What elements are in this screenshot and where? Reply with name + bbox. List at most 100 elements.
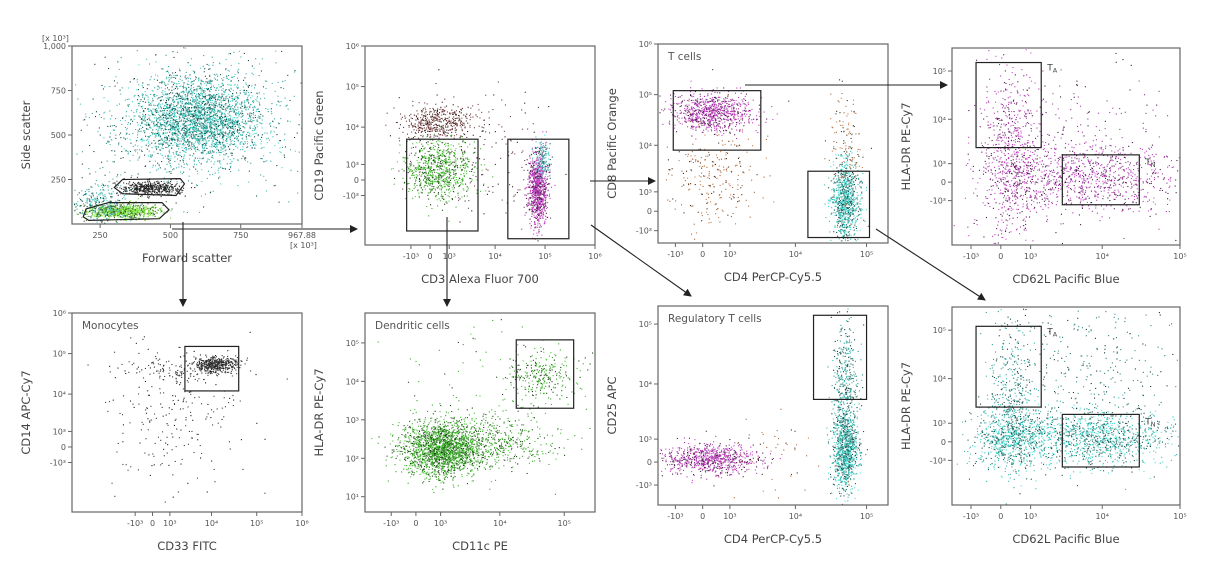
data-point [138,84,139,85]
data-point [120,209,121,210]
data-point [142,85,143,86]
data-point [213,94,214,95]
data-point [443,128,444,129]
data-point [149,124,150,125]
data-point [227,128,228,129]
data-point [198,143,199,144]
data-point [119,134,120,135]
data-point [207,83,208,84]
data-point [235,74,236,75]
data-point [162,139,163,140]
data-point [443,127,444,128]
data-point [223,144,224,145]
data-point [117,174,118,175]
data-point [196,107,197,108]
data-point [160,167,161,168]
data-point [104,217,105,218]
data-point [277,96,278,97]
data-point [205,109,206,110]
data-point [174,106,175,107]
data-point [212,57,213,58]
data-point [224,119,225,120]
data-point [178,122,179,123]
data-point [221,116,222,117]
data-point [172,184,173,185]
data-point [160,143,161,144]
data-point [408,137,409,138]
data-point [137,212,138,213]
data-point [230,138,231,139]
data-point [234,106,235,107]
data-point [126,134,127,135]
data-point [99,194,100,195]
data-point [197,138,198,139]
data-point [183,127,184,128]
data-point [259,75,260,76]
data-point [196,117,197,118]
data-point [252,66,253,67]
data-point [187,144,188,145]
plot-frame [72,46,302,224]
data-point [164,105,165,106]
data-point [186,142,187,143]
data-point [198,136,199,137]
data-point [153,151,154,152]
data-point [92,193,93,194]
data-point [177,52,178,53]
data-point [212,105,213,106]
data-point [164,91,165,92]
data-point [147,149,148,150]
data-point [189,128,190,129]
data-point [432,108,433,109]
data-point [146,122,147,123]
data-point [251,113,252,114]
data-point [220,132,221,133]
data-point [199,94,200,95]
data-point [226,59,227,60]
data-point [198,134,199,135]
data-point [148,114,149,115]
data-point [149,136,150,137]
data-point [205,133,206,134]
data-point [137,122,138,123]
data-point [129,187,130,188]
data-point [196,164,197,165]
data-point [89,145,90,146]
data-point [89,211,90,212]
data-point [136,209,137,210]
data-point [150,103,151,104]
data-point [116,126,117,127]
data-point [170,104,171,105]
data-point [229,118,230,119]
data-point [112,206,113,207]
data-point [204,115,205,116]
data-point [157,106,158,107]
data-point [225,68,226,69]
data-point [209,138,210,139]
data-point [200,106,201,107]
data-point [156,126,157,127]
data-point [138,209,139,210]
data-point [188,129,189,130]
data-point [161,111,162,112]
data-point [158,108,159,109]
data-point [198,103,199,104]
data-point [196,184,197,185]
data-point [204,113,205,114]
data-point [221,107,222,108]
data-point [97,222,98,223]
data-point [181,141,182,142]
data-point [242,132,243,133]
data-point [203,130,204,131]
data-point [226,96,227,97]
data-point [211,86,212,87]
data-point [216,88,217,89]
data-point [81,213,82,214]
data-point [198,116,199,117]
data-point [172,126,173,127]
data-point [203,124,204,125]
data-point [254,68,255,69]
data-point [274,185,275,186]
data-point [145,114,146,115]
data-point [225,109,226,110]
